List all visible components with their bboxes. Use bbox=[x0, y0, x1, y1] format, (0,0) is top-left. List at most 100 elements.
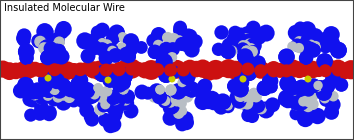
Circle shape bbox=[151, 63, 164, 76]
Circle shape bbox=[194, 60, 212, 78]
Circle shape bbox=[45, 42, 55, 52]
Circle shape bbox=[241, 54, 255, 68]
Circle shape bbox=[301, 98, 313, 110]
Circle shape bbox=[236, 99, 247, 110]
Circle shape bbox=[14, 62, 31, 79]
Circle shape bbox=[48, 44, 64, 60]
Circle shape bbox=[166, 42, 180, 56]
Circle shape bbox=[94, 65, 111, 82]
Circle shape bbox=[112, 62, 126, 76]
Circle shape bbox=[99, 92, 110, 103]
Circle shape bbox=[102, 72, 118, 88]
Circle shape bbox=[282, 86, 296, 100]
Circle shape bbox=[179, 69, 195, 85]
Circle shape bbox=[161, 46, 175, 59]
Circle shape bbox=[52, 44, 66, 58]
Circle shape bbox=[298, 62, 314, 77]
Circle shape bbox=[28, 62, 42, 77]
Circle shape bbox=[59, 86, 70, 96]
Circle shape bbox=[184, 42, 200, 58]
Circle shape bbox=[176, 38, 186, 48]
Circle shape bbox=[237, 48, 253, 65]
Circle shape bbox=[175, 117, 189, 131]
Circle shape bbox=[295, 103, 311, 119]
Circle shape bbox=[106, 90, 121, 105]
Circle shape bbox=[105, 44, 119, 57]
Circle shape bbox=[65, 63, 82, 79]
Circle shape bbox=[227, 32, 243, 48]
Circle shape bbox=[280, 64, 293, 77]
Circle shape bbox=[233, 32, 247, 46]
Circle shape bbox=[172, 108, 188, 125]
Circle shape bbox=[308, 90, 319, 101]
Circle shape bbox=[284, 60, 302, 78]
Circle shape bbox=[58, 89, 69, 101]
Circle shape bbox=[158, 67, 174, 83]
Circle shape bbox=[304, 42, 317, 55]
Circle shape bbox=[116, 42, 127, 52]
Circle shape bbox=[265, 97, 280, 112]
Circle shape bbox=[233, 60, 250, 77]
Circle shape bbox=[311, 61, 327, 77]
Circle shape bbox=[294, 21, 307, 34]
Circle shape bbox=[282, 79, 299, 96]
Circle shape bbox=[241, 98, 253, 110]
Circle shape bbox=[104, 76, 112, 83]
Circle shape bbox=[194, 93, 211, 110]
Circle shape bbox=[169, 75, 176, 82]
Circle shape bbox=[193, 83, 210, 99]
Circle shape bbox=[241, 46, 252, 56]
Circle shape bbox=[90, 61, 110, 80]
Circle shape bbox=[135, 41, 148, 54]
Circle shape bbox=[125, 63, 138, 76]
Circle shape bbox=[233, 74, 249, 91]
Circle shape bbox=[341, 60, 354, 79]
Circle shape bbox=[215, 25, 229, 39]
Circle shape bbox=[99, 51, 114, 66]
Circle shape bbox=[135, 85, 149, 99]
Circle shape bbox=[320, 79, 335, 94]
Circle shape bbox=[179, 69, 195, 85]
Circle shape bbox=[168, 33, 180, 45]
Circle shape bbox=[98, 113, 113, 127]
Circle shape bbox=[171, 94, 183, 107]
Circle shape bbox=[239, 92, 249, 103]
Circle shape bbox=[241, 46, 252, 56]
Circle shape bbox=[241, 66, 257, 81]
Circle shape bbox=[212, 43, 225, 56]
Circle shape bbox=[294, 36, 304, 47]
Circle shape bbox=[299, 52, 312, 65]
Circle shape bbox=[44, 105, 57, 118]
Circle shape bbox=[8, 63, 24, 79]
Circle shape bbox=[222, 38, 238, 54]
Circle shape bbox=[290, 38, 304, 52]
Circle shape bbox=[18, 43, 34, 60]
Circle shape bbox=[48, 44, 64, 60]
Circle shape bbox=[55, 25, 69, 39]
Circle shape bbox=[167, 66, 181, 79]
Circle shape bbox=[167, 60, 187, 79]
Circle shape bbox=[321, 32, 335, 46]
Circle shape bbox=[101, 39, 113, 51]
Circle shape bbox=[278, 49, 295, 65]
Circle shape bbox=[107, 46, 118, 56]
Circle shape bbox=[238, 40, 248, 50]
Circle shape bbox=[307, 78, 321, 93]
Circle shape bbox=[173, 24, 187, 37]
Circle shape bbox=[254, 64, 267, 77]
Circle shape bbox=[206, 97, 220, 110]
Circle shape bbox=[146, 34, 160, 48]
Circle shape bbox=[166, 65, 179, 79]
Circle shape bbox=[283, 81, 297, 95]
Circle shape bbox=[18, 43, 34, 60]
Circle shape bbox=[311, 80, 323, 92]
Circle shape bbox=[17, 34, 30, 47]
Circle shape bbox=[38, 72, 53, 88]
Circle shape bbox=[344, 63, 354, 76]
Circle shape bbox=[246, 91, 257, 103]
Circle shape bbox=[137, 62, 153, 78]
Circle shape bbox=[257, 80, 272, 96]
Circle shape bbox=[210, 96, 224, 110]
Circle shape bbox=[165, 99, 180, 114]
Circle shape bbox=[159, 48, 172, 61]
